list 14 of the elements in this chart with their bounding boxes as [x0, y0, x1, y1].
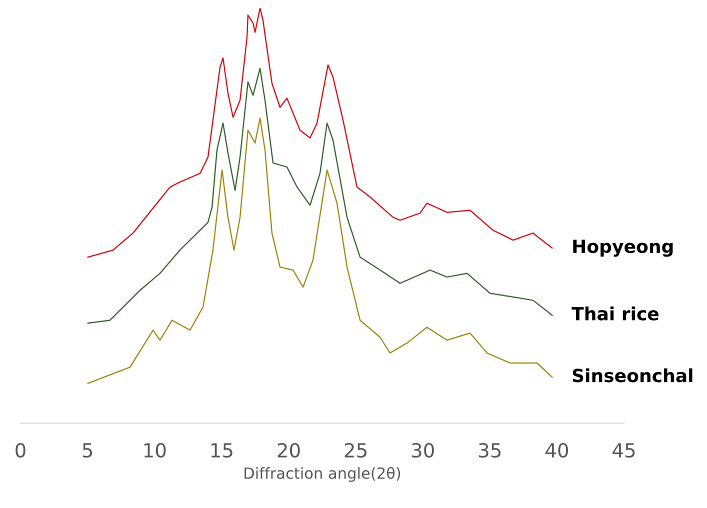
x-tick-label: 30	[412, 442, 434, 458]
x-tick-label: 40	[546, 442, 568, 458]
x-tick-label: 5	[82, 443, 92, 458]
x-tick-label: 45	[612, 443, 635, 458]
x-tick-label: 10	[144, 442, 166, 458]
series-label: Sinseonchal	[572, 368, 692, 382]
series-label: Thai rice	[572, 306, 659, 320]
series-label: Hopyeong	[573, 240, 673, 257]
x-axis-title: Diffraction angle(2θ)	[244, 466, 400, 482]
x-tick-label: 35	[479, 442, 501, 458]
x-tick-label: 25	[344, 442, 366, 458]
x-tick-label: 20	[278, 442, 300, 458]
x-tick-label: 15	[211, 443, 232, 458]
x-tick-label: 0	[16, 442, 26, 458]
